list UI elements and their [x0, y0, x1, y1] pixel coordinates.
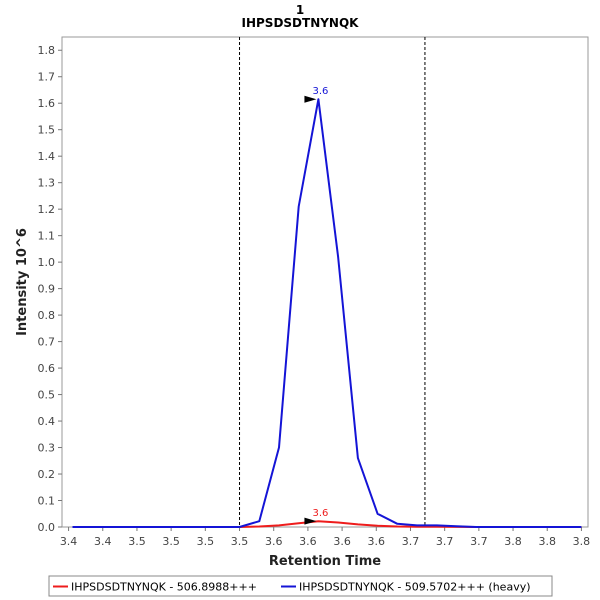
plot-area [61, 36, 589, 528]
peak-annotations: 3.6 3.6 [304, 86, 328, 525]
y-tick-label: 1.5 [38, 124, 56, 137]
x-tick-label: 3.4 [94, 535, 112, 548]
x-tick-label: 3.6 [299, 535, 317, 548]
x-tick-label: 3.7 [470, 535, 488, 548]
series-layer [72, 98, 582, 528]
y-axis: 0.0 0.1 0.2 0.3 0.4 0.5 0.6 0.7 0.8 0.9 1.0 1.1 1.2 1… [38, 44, 62, 534]
x-tick-label: 3.6 [333, 535, 351, 548]
x-tick-label: 3.6 [368, 535, 386, 548]
legend-label-light: IHPSDSDTNYNQK - 506.8988+++ [71, 581, 257, 594]
y-tick-label: 0.8 [38, 309, 56, 322]
y-tick-label: 0.0 [38, 521, 56, 534]
y-tick-label: 1.4 [38, 150, 56, 163]
series-line-heavy [72, 98, 582, 528]
y-tick-label: 1.6 [38, 97, 56, 110]
y-axis-title: Intensity 10^6 [15, 228, 30, 336]
x-tick-label: 3.5 [162, 535, 180, 548]
x-axis: 3.4 3.4 3.5 3.5 3.5 3.5 3.6 3.6 3.6 3.6 3.7 3.7 3.7 3… [60, 527, 590, 548]
peak-label: 3.6 [312, 86, 328, 97]
peak-arrow [304, 517, 317, 525]
x-tick-label: 3.8 [573, 535, 591, 548]
x-tick-label: 3.5 [197, 535, 215, 548]
y-tick-label: 0.9 [38, 283, 56, 296]
legend-box [48, 575, 553, 597]
x-tick-label: 3.8 [538, 535, 556, 548]
x-tick-label: 3.7 [402, 535, 420, 548]
y-tick-label: 0.4 [38, 415, 56, 428]
legend: IHPSDSDTNYNQK - 506.8988+++ IHPSDSDTNYNQ… [48, 575, 553, 597]
chart-title: 1 [296, 3, 304, 17]
x-tick-label: 3.7 [436, 535, 454, 548]
x-tick-label: 3.5 [231, 535, 249, 548]
peak-label: 3.6 [312, 508, 328, 519]
y-tick-label: 1.3 [38, 177, 56, 190]
x-tick-label: 3.5 [128, 535, 146, 548]
peak-arrow [304, 95, 317, 103]
y-tick-label: 0.5 [38, 389, 56, 402]
x-tick-label: 3.4 [60, 535, 78, 548]
x-tick-label: 3.6 [265, 535, 283, 548]
y-tick-label: 1.2 [38, 203, 56, 216]
y-tick-label: 0.7 [38, 336, 56, 349]
x-axis-title: Retention Time [269, 554, 381, 569]
y-tick-label: 0.1 [38, 495, 56, 508]
integration-boundaries [239, 37, 426, 527]
legend-label-heavy: IHPSDSDTNYNQK - 509.5702+++ (heavy) [299, 581, 531, 594]
y-tick-label: 0.2 [38, 468, 56, 481]
y-tick-label: 0.3 [38, 442, 56, 455]
y-tick-label: 1.7 [38, 71, 56, 84]
y-tick-label: 0.6 [38, 362, 56, 375]
y-tick-label: 1.1 [38, 230, 56, 243]
y-tick-label: 1.8 [38, 44, 56, 57]
x-tick-label: 3.8 [504, 535, 522, 548]
y-tick-label: 1.0 [38, 256, 56, 269]
chart-subtitle: IHPSDSDTNYNQK [242, 16, 360, 30]
